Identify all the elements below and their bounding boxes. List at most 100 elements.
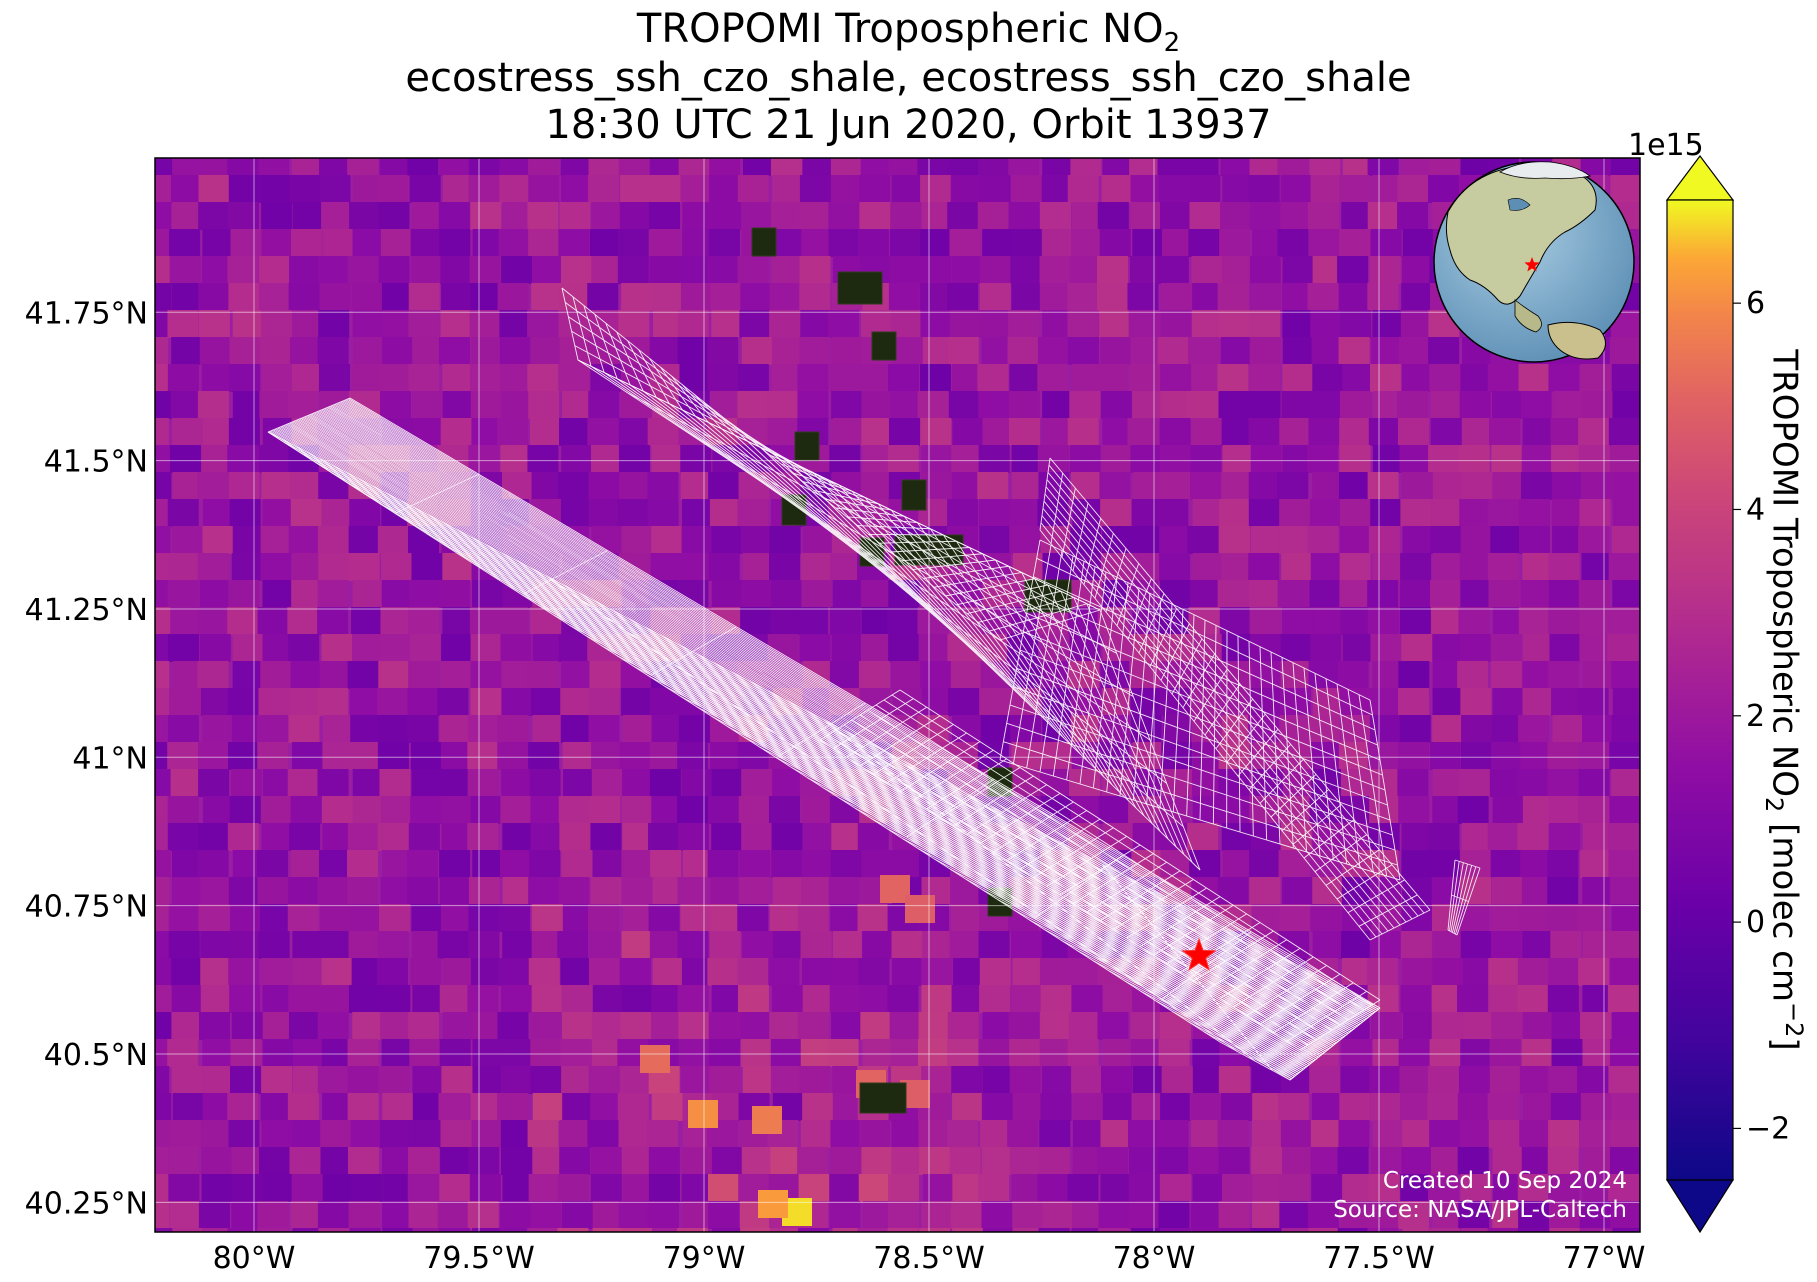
no2-pixel [711, 769, 743, 797]
no2-pixel [709, 391, 741, 419]
no2-pixel [649, 202, 681, 230]
no2-pixel [590, 445, 622, 473]
no2-pixel [737, 364, 769, 392]
no2-pixel [758, 1190, 788, 1218]
no2-pixel [318, 472, 350, 500]
no2-pixel [587, 1120, 619, 1148]
no2-pixel [1397, 418, 1429, 446]
no2-pixel [1548, 1174, 1580, 1202]
no2-pixel [620, 1012, 652, 1040]
no2-pixel [317, 688, 349, 716]
no2-pixel [737, 958, 769, 986]
no2-pixel [257, 715, 289, 743]
no2-pixel [949, 310, 981, 338]
no2-pixel [1131, 1093, 1163, 1121]
no2-pixel [440, 1120, 472, 1148]
no2-pixel [1102, 823, 1134, 851]
no2-pixel [1221, 472, 1253, 500]
no2-pixel [498, 229, 530, 257]
no2-pixel [1071, 1228, 1103, 1232]
no2-pixel [1308, 229, 1340, 257]
no2-pixel [227, 1228, 259, 1232]
no2-pixel [349, 985, 381, 1013]
no2-pixel [1612, 391, 1640, 419]
no2-pixel [261, 472, 293, 500]
no2-pixel [527, 364, 559, 392]
no2-pixel [1011, 769, 1043, 797]
no2-pixel [1190, 580, 1222, 608]
no2-pixel [588, 158, 620, 176]
no2-pixel [377, 931, 409, 959]
no2-pixel [440, 796, 472, 824]
no2-pixel [1012, 1201, 1044, 1229]
no2-pixel [1612, 688, 1640, 716]
no2-pixel [1487, 823, 1519, 851]
no2-pixel [1460, 1174, 1492, 1202]
no2-pixel [1401, 364, 1433, 392]
no2-pixel [407, 1012, 439, 1040]
no2-pixel [530, 1066, 562, 1094]
no2-pixel [887, 1228, 919, 1232]
no2-pixel [800, 1039, 832, 1067]
no2-pixel [677, 985, 709, 1013]
no2-pixel [439, 1228, 471, 1232]
no2-pixel [1549, 1201, 1581, 1229]
no2-pixel [887, 985, 919, 1013]
no2-pixel [829, 661, 861, 689]
no2-pixel [347, 1066, 379, 1094]
no2-pixel [1611, 769, 1640, 797]
no2-pixel [860, 634, 892, 662]
no2-pixel [561, 1066, 593, 1094]
no2-pixel [862, 931, 894, 959]
no2-pixel [1490, 634, 1522, 662]
no2-pixel [1521, 1147, 1553, 1175]
no2-pixel [350, 1174, 382, 1202]
no2-pixel [1249, 688, 1281, 716]
no2-pixel [1428, 337, 1460, 365]
no2-pixel [648, 1147, 680, 1175]
no2-pixel [155, 445, 171, 473]
colorbar-tick-label: 2 [1746, 699, 1765, 734]
no2-pixel [1281, 553, 1313, 581]
no2-pixel [741, 769, 773, 797]
no2-pixel [378, 202, 410, 230]
no2-pixel [382, 1228, 414, 1232]
no2-pixel [155, 850, 171, 878]
no2-pixel [501, 391, 533, 419]
no2-pixel [752, 1106, 782, 1134]
no2-pixel [1489, 1039, 1521, 1067]
no2-pixel [830, 158, 862, 176]
swath [1447, 859, 1481, 936]
no2-pixel [647, 472, 679, 500]
no2-pixel [770, 1039, 802, 1067]
no2-pixel [1159, 553, 1191, 581]
no2-pixel [171, 283, 203, 311]
no2-pixel [1579, 1228, 1611, 1232]
no2-pixel [321, 202, 353, 230]
no2-pixel [468, 931, 500, 959]
no2-pixel [232, 661, 264, 689]
no2-pixel [950, 877, 982, 905]
no2-pixel [261, 310, 293, 338]
no2-pixel [982, 418, 1014, 446]
no2-pixel [230, 1066, 262, 1094]
no2-pixel [201, 364, 233, 392]
no2-pixel [1040, 1012, 1072, 1040]
no2-pixel [858, 1174, 890, 1202]
no2-pixel [979, 1039, 1011, 1067]
no2-pixel [1338, 472, 1370, 500]
no2-pixel [950, 661, 982, 689]
no2-pixel [1251, 1147, 1283, 1175]
no2-pixel [1008, 202, 1040, 230]
no2-pixel [499, 1201, 531, 1229]
no2-pixel [1010, 715, 1042, 743]
no2-pixel [1397, 742, 1429, 770]
no2-pixel [1520, 742, 1552, 770]
no2-pixel [1367, 580, 1399, 608]
no2-pixel [1129, 1201, 1161, 1229]
no2-pixel [1518, 607, 1550, 635]
swath [819, 689, 1381, 1051]
no2-pixel [197, 607, 229, 635]
no2-pixel [949, 1147, 981, 1175]
no2-pixel [979, 958, 1011, 986]
